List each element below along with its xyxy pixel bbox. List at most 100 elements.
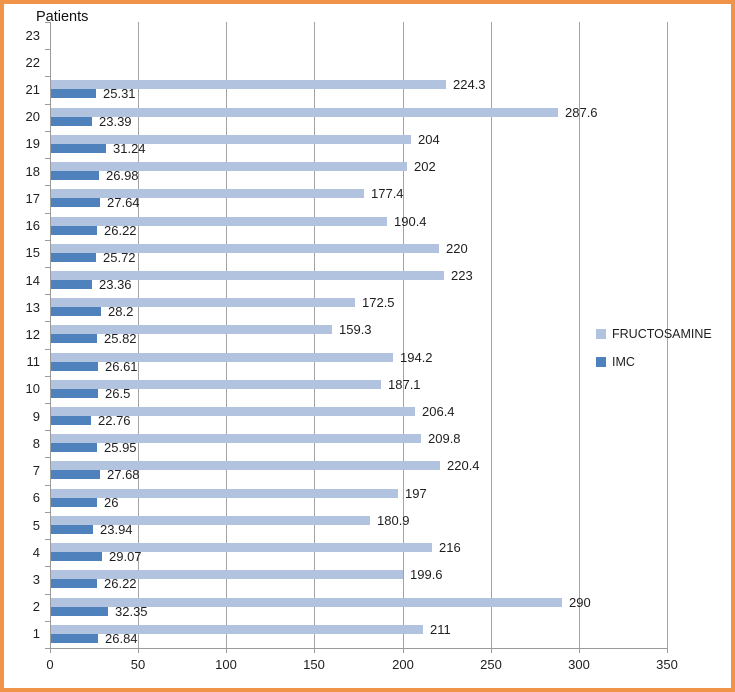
y-axis-category-label: 18 bbox=[25, 164, 40, 179]
chart-row: 287.6 23.39 bbox=[51, 104, 668, 131]
imc-bar bbox=[51, 89, 96, 99]
fructosamine-value-label: 216 bbox=[439, 540, 461, 556]
chart-row: 194.2 26.61 bbox=[51, 349, 668, 376]
fructosamine-value-label: 209.8 bbox=[428, 431, 461, 447]
imc-bar bbox=[51, 552, 102, 562]
chart-row: 177.4 27.64 bbox=[51, 185, 668, 212]
y-axis-category-label: 16 bbox=[25, 218, 40, 233]
x-axis-tick-label: 200 bbox=[392, 657, 414, 672]
y-axis-category-label: 13 bbox=[25, 300, 40, 315]
fructosamine-value-label: 177.4 bbox=[371, 186, 404, 202]
chart-row: 290 32.35 bbox=[51, 594, 668, 621]
imc-value-label: 26.98 bbox=[106, 168, 139, 184]
legend-marker-fructosamine bbox=[596, 329, 606, 339]
fructosamine-bar bbox=[51, 515, 370, 525]
imc-value-label: 28.2 bbox=[108, 304, 134, 320]
imc-bar bbox=[51, 633, 98, 643]
y-axis-category-label: 9 bbox=[32, 409, 40, 424]
y-axis-tick bbox=[45, 457, 50, 458]
imc-value-label: 32.35 bbox=[115, 603, 148, 619]
x-axis-tick bbox=[667, 648, 668, 653]
fructosamine-bar bbox=[51, 162, 407, 172]
y-axis-tick bbox=[45, 621, 50, 622]
fructosamine-value-label: 220.4 bbox=[447, 458, 480, 474]
imc-value-label: 26 bbox=[104, 494, 119, 510]
fructosamine-value-label: 206.4 bbox=[422, 404, 455, 420]
fructosamine-bar bbox=[51, 243, 439, 253]
gridline bbox=[226, 22, 227, 648]
imc-value-label: 26.84 bbox=[105, 630, 138, 646]
imc-bar bbox=[51, 307, 101, 317]
fructosamine-value-label: 172.5 bbox=[362, 295, 395, 311]
y-axis-category-label: 6 bbox=[32, 490, 40, 505]
y-axis-tick bbox=[45, 485, 50, 486]
fructosamine-bar bbox=[51, 379, 381, 389]
fructosamine-value-label: 199.6 bbox=[410, 567, 443, 583]
y-axis-category-label: 8 bbox=[32, 436, 40, 451]
fructosamine-value-label: 187.1 bbox=[388, 376, 421, 392]
chart-row bbox=[51, 22, 668, 49]
legend-label-imc: IMC bbox=[612, 355, 635, 369]
fructosamine-value-label: 287.6 bbox=[565, 104, 598, 120]
imc-value-label: 26.22 bbox=[104, 222, 137, 238]
fructosamine-bar bbox=[51, 488, 398, 498]
y-axis-category-label: 19 bbox=[25, 136, 40, 151]
y-axis-tick bbox=[45, 539, 50, 540]
fructosamine-bar bbox=[51, 216, 387, 226]
imc-bar bbox=[51, 198, 100, 208]
imc-bar bbox=[51, 606, 108, 616]
imc-value-label: 22.76 bbox=[98, 413, 131, 429]
fructosamine-bar bbox=[51, 298, 355, 308]
fructosamine-value-label: 204 bbox=[418, 131, 440, 147]
plot-area: 224.3 25.31 287.6 23.39 204 31.24 202 26.98 177.… bbox=[50, 22, 668, 649]
y-axis-category-label: 17 bbox=[25, 191, 40, 206]
y-axis-category-label: 7 bbox=[32, 463, 40, 478]
y-axis-category-label: 15 bbox=[25, 245, 40, 260]
imc-bar bbox=[51, 416, 91, 426]
legend-item-imc: IMC bbox=[596, 354, 712, 370]
chart-row: 220 25.72 bbox=[51, 240, 668, 267]
y-axis-category-label: 20 bbox=[25, 109, 40, 124]
gridline bbox=[138, 22, 139, 648]
y-axis-tick bbox=[45, 430, 50, 431]
imc-bar bbox=[51, 116, 92, 126]
imc-value-label: 27.68 bbox=[107, 467, 140, 483]
x-axis-tick bbox=[226, 648, 227, 653]
chart-row: 197 26 bbox=[51, 485, 668, 512]
y-axis-category-label: 12 bbox=[25, 327, 40, 342]
x-axis-tick-label: 50 bbox=[130, 657, 146, 672]
fructosamine-bar bbox=[51, 624, 423, 634]
y-axis-category-label: 3 bbox=[32, 572, 40, 587]
chart-row: 187.1 26.5 bbox=[51, 376, 668, 403]
x-axis-tick bbox=[491, 648, 492, 653]
y-axis-tick bbox=[45, 566, 50, 567]
y-axis-tick bbox=[45, 403, 50, 404]
chart-row: 199.6 26.22 bbox=[51, 566, 668, 593]
imc-bar bbox=[51, 524, 93, 534]
imc-bar bbox=[51, 171, 99, 181]
y-axis-tick bbox=[45, 104, 50, 105]
fructosamine-bar bbox=[51, 597, 562, 607]
fructosamine-bar bbox=[51, 461, 440, 471]
gridline bbox=[491, 22, 492, 648]
y-axis-tick bbox=[45, 76, 50, 77]
imc-value-label: 26.61 bbox=[105, 358, 138, 374]
y-axis-tick bbox=[45, 512, 50, 513]
y-axis-tick bbox=[45, 594, 50, 595]
y-axis-category-label: 1 bbox=[32, 626, 40, 641]
imc-bar bbox=[51, 497, 97, 507]
imc-value-label: 31.24 bbox=[113, 140, 146, 156]
fructosamine-bar bbox=[51, 80, 446, 90]
chart-row: 216 29.07 bbox=[51, 539, 668, 566]
chart-row: 206.4 22.76 bbox=[51, 403, 668, 430]
gridline bbox=[314, 22, 315, 648]
imc-bar bbox=[51, 470, 100, 480]
imc-value-label: 26.22 bbox=[104, 576, 137, 592]
chart-row: 220.4 27.68 bbox=[51, 457, 668, 484]
x-axis-tick-label: 150 bbox=[303, 657, 325, 672]
fructosamine-value-label: 211 bbox=[430, 621, 451, 637]
y-axis-category-label: 2 bbox=[32, 599, 40, 614]
y-axis-tick bbox=[45, 240, 50, 241]
imc-bar bbox=[51, 361, 98, 371]
imc-bar bbox=[51, 443, 97, 453]
